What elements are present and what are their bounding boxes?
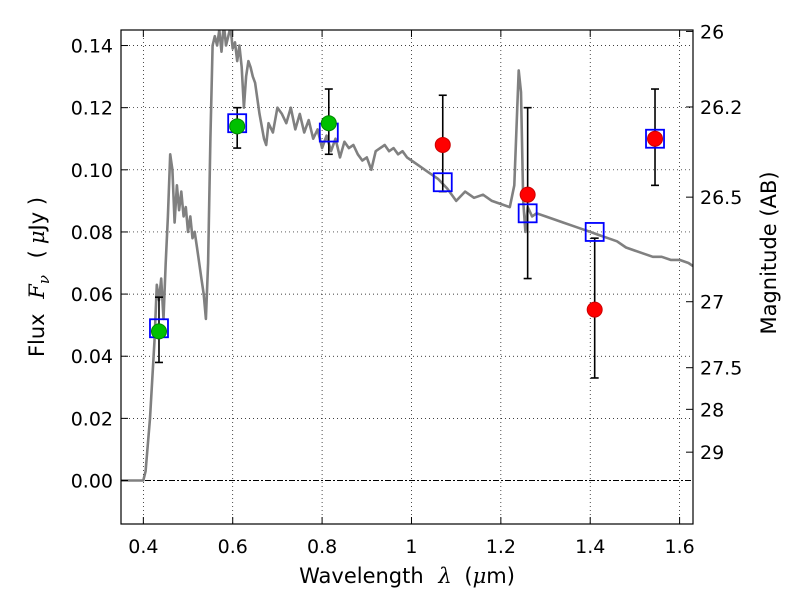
y2-tick-label: 27 bbox=[700, 292, 724, 314]
model-square-marker bbox=[645, 128, 665, 149]
y2-tick-label: 29 bbox=[700, 442, 724, 464]
y2-tick-label: 28 bbox=[700, 399, 724, 421]
plot-frame bbox=[120, 29, 694, 525]
y-tick-labels: 0.00 0.02 0.04 0.06 0.08 0.10 0.12 0.14 bbox=[71, 36, 113, 493]
observed-point bbox=[586, 301, 603, 318]
y-tick-label: 0.14 bbox=[71, 36, 113, 58]
model-square-marker bbox=[432, 172, 453, 193]
y-tick-label: 0.10 bbox=[71, 160, 113, 182]
x-tick-label: 1 bbox=[405, 536, 417, 558]
x-tick-label: 0.6 bbox=[218, 536, 248, 558]
y-tick-label: 0.02 bbox=[71, 408, 113, 430]
observed-photometry-markers bbox=[150, 115, 664, 340]
axis-ticks bbox=[121, 30, 693, 524]
y-tick-label: 0.08 bbox=[71, 222, 113, 244]
y2-tick-label: 27.5 bbox=[700, 358, 742, 380]
observed-point bbox=[150, 323, 167, 340]
y2-axis-label: Magnitude (AB) bbox=[757, 171, 781, 334]
observed-point bbox=[229, 118, 246, 135]
y2-tick-label: 26.5 bbox=[700, 187, 742, 209]
y-tick-label: 0.12 bbox=[71, 98, 113, 120]
y-axis-label: Flux Fν (μJy ) bbox=[25, 197, 54, 357]
y2-tick-label: 26.2 bbox=[700, 97, 742, 119]
y-tick-label: 0.04 bbox=[71, 346, 113, 368]
observed-point bbox=[434, 136, 451, 153]
model-square-marker bbox=[584, 222, 605, 242]
observed-point bbox=[647, 130, 664, 147]
x-tick-label: 1.2 bbox=[486, 536, 516, 558]
x-axis-label: Wavelength λ (μm) bbox=[299, 564, 515, 588]
x-tick-label: 1.4 bbox=[575, 536, 605, 558]
x-tick-labels: 0.4 0.6 0.8 1 1.2 1.4 1.6 bbox=[128, 536, 694, 558]
observed-point bbox=[519, 186, 536, 203]
x-tick-label: 0.8 bbox=[307, 536, 337, 558]
model-square-marker bbox=[517, 203, 538, 224]
x-tick-label: 0.4 bbox=[128, 536, 158, 558]
observed-point bbox=[320, 115, 337, 132]
y-tick-label: 0.06 bbox=[71, 284, 113, 306]
y2-tick-label: 26 bbox=[700, 21, 724, 43]
plot-background bbox=[121, 30, 693, 524]
x-tick-label: 1.6 bbox=[664, 536, 694, 558]
y2-tick-labels: 26 26.2 26.5 27 27.5 28 29 bbox=[700, 21, 742, 464]
y-tick-label: 0.00 bbox=[71, 471, 113, 493]
